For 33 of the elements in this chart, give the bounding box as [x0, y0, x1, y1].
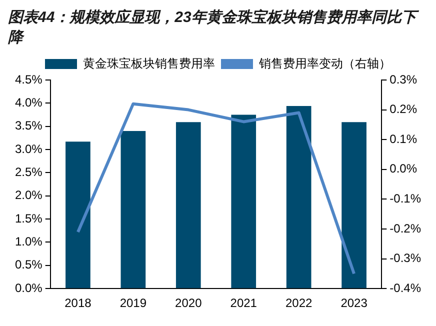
x-tick-label: 2023: [340, 296, 368, 310]
y2-tick-label: 0.3%: [390, 72, 418, 86]
x-tick-label: 2020: [175, 296, 202, 310]
bar: [231, 114, 256, 288]
bar: [176, 122, 201, 288]
bar: [66, 142, 90, 288]
y2-tick-label: -0.4%: [390, 280, 422, 295]
legend-label: 黄金珠宝板块销售费用率: [83, 56, 215, 70]
y2-tick-label: 0.2%: [390, 102, 418, 116]
y2-tick-label: -0.3%: [390, 251, 422, 266]
y2-tick-label: 0.0%: [390, 162, 418, 176]
x-tick-label: 2019: [120, 296, 147, 310]
y-tick-label: 2.0%: [14, 188, 43, 202]
y-tick-label: 3.0%: [14, 142, 43, 156]
bar: [286, 106, 312, 288]
x-tick-label: 2018: [64, 296, 92, 310]
y-tick-label: 4.0%: [14, 95, 43, 110]
x-tick-label: 2021: [230, 296, 258, 310]
y-tick-label: 1.5%: [14, 211, 43, 226]
bar: [120, 130, 146, 288]
chart-title: 图表44：规模效应显现，23年黄金珠宝板块销售费用率同比下降: [8, 8, 420, 48]
y2-tick-label: -0.1%: [390, 192, 422, 206]
y-tick-label: 0.5%: [14, 258, 43, 272]
y-tick-label: 4.5%: [14, 72, 43, 86]
legend-label: 销售费用率变动（右轴）: [258, 56, 391, 70]
bar: [342, 122, 366, 288]
y-tick-label: 0.0%: [14, 280, 43, 295]
y-tick-label: 1.0%: [14, 234, 43, 249]
x-tick-label: 2022: [285, 296, 312, 310]
y2-tick-label: -0.2%: [390, 221, 422, 236]
y-tick-label: 2.5%: [14, 165, 43, 180]
y-tick-label: 3.5%: [14, 118, 43, 133]
y2-tick-label: 0.1%: [390, 132, 418, 146]
